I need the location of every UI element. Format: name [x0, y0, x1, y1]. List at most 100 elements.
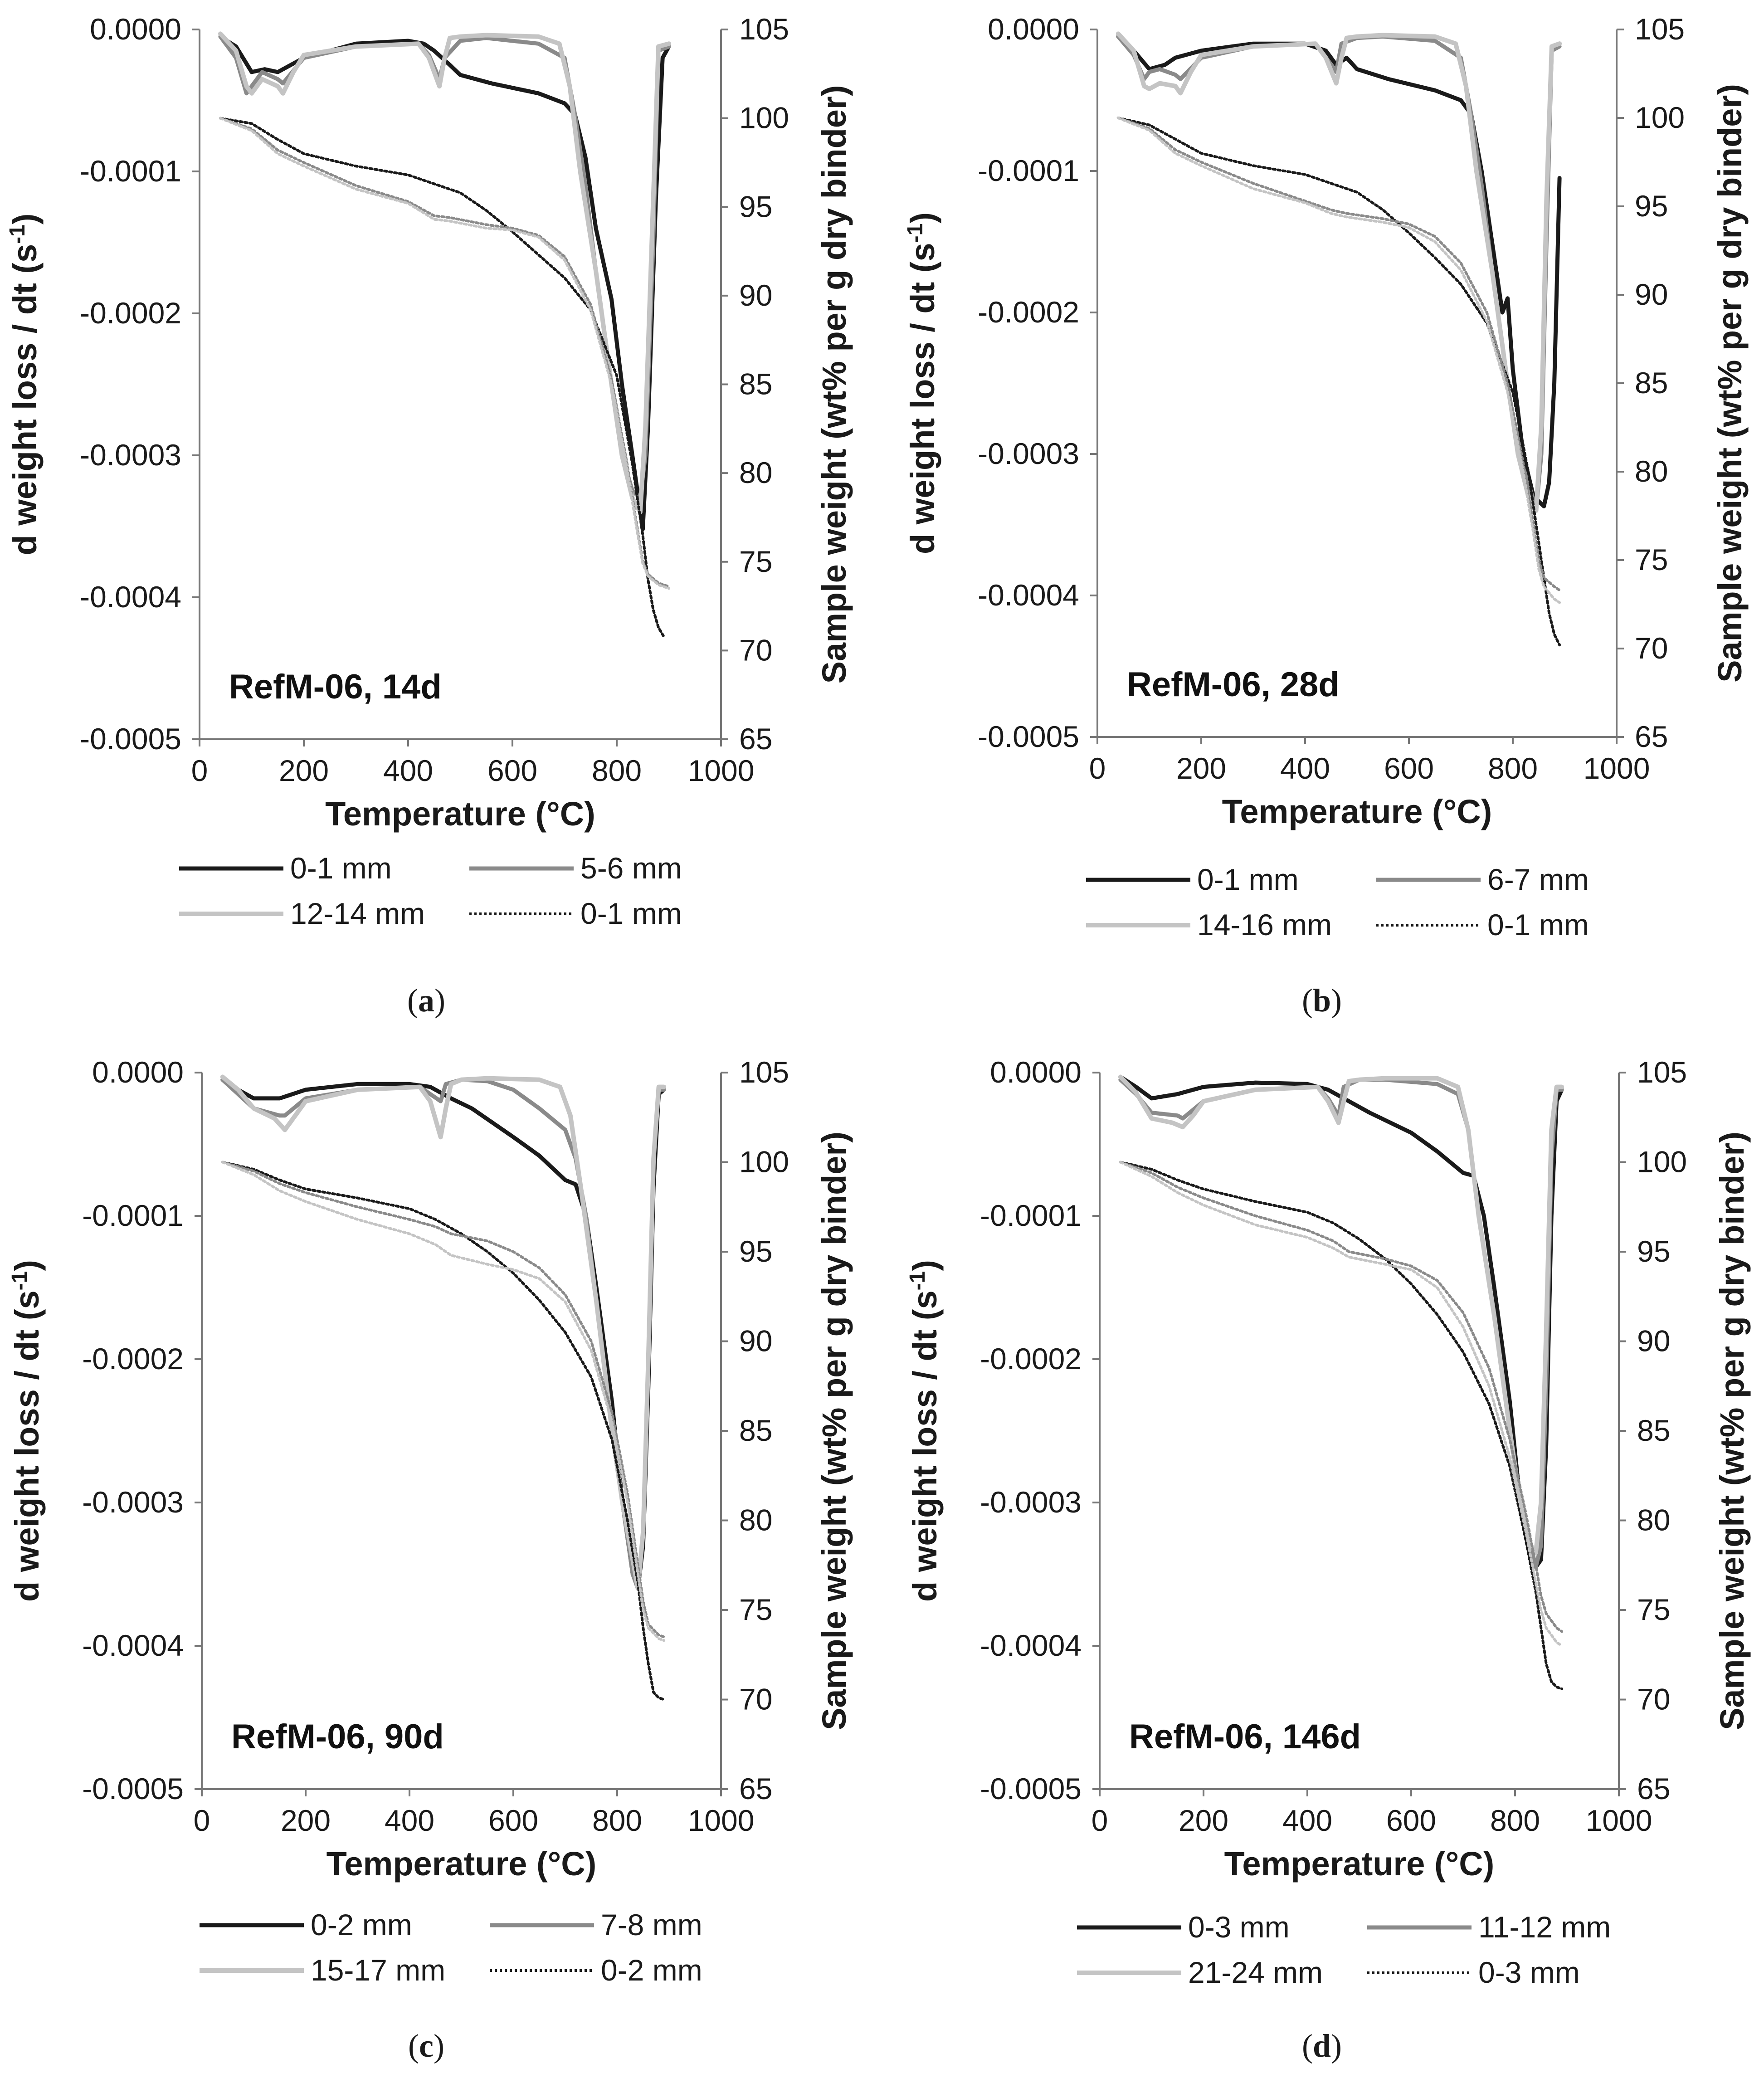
y-tick-label: 0.0000: [92, 1055, 184, 1089]
panels-group: 0 200 400 600 800 10000.0000-0.0001-0.0002-0.…: [5, 12, 1751, 2064]
x-tick-label: 800: [592, 754, 642, 787]
y2-tick-label: 70: [1637, 1683, 1670, 1716]
y2-tick-label: 100: [1637, 1145, 1687, 1179]
y2-tick-label: 65: [1637, 1772, 1670, 1805]
y2-tick-label: 70: [739, 633, 772, 667]
y-tick-label: -0.0004: [80, 580, 181, 614]
legend-label: 14-16 mm: [1197, 908, 1332, 941]
y2-tick-label: 95: [739, 1234, 772, 1268]
x-tick-label: 400: [385, 1804, 434, 1837]
y-tick-label: -0.0002: [978, 295, 1079, 329]
y2-tick-label: 105: [739, 1055, 789, 1089]
y-axis-title-end: ): [906, 1260, 944, 1271]
y-axis-title-main: d weight loss / dt (s: [906, 1290, 944, 1602]
y-tick-label: -0.0001: [82, 1199, 184, 1232]
legend-label: 7-8 mm: [601, 1908, 702, 1942]
x-tick-label: 200: [281, 1804, 331, 1837]
x-tick-label: 400: [1282, 1804, 1332, 1837]
y2-tick-label: 100: [739, 1145, 789, 1179]
x-tick-label: 800: [1490, 1804, 1540, 1837]
y2-tick-label: 90: [1635, 278, 1668, 311]
x-tick-label: 0: [191, 754, 208, 787]
legend-label: 5-6 mm: [580, 851, 682, 885]
y-tick-label: -0.0002: [80, 296, 181, 330]
y2-tick-label: 95: [1637, 1234, 1670, 1268]
series-line-3: [1119, 1161, 1564, 1690]
series-line-3: [221, 1161, 666, 1701]
y-axis-title-superscript: -1: [8, 1271, 32, 1291]
legend-label: 0-2 mm: [601, 1953, 702, 1987]
x-tick-label: 1000: [1586, 1804, 1652, 1837]
y2-tick-label: 90: [739, 278, 772, 312]
legend-label: 12-14 mm: [290, 897, 425, 930]
x-tick-label: 600: [1386, 1804, 1436, 1837]
panel-label-open: (: [1302, 2028, 1313, 2064]
panel-label-close: ): [1331, 2028, 1342, 2064]
y-tick-label: -0.0005: [980, 1772, 1082, 1805]
y-axis-title-main: d weight loss / dt (s: [8, 1290, 46, 1602]
y2-tick-label: 80: [739, 1503, 772, 1537]
x-tick-label: 200: [1179, 1804, 1228, 1837]
series-line-1: [1118, 1078, 1564, 1569]
y-tick-label: -0.0003: [980, 1485, 1082, 1519]
y-tick-label: 0.0000: [90, 12, 181, 46]
series-line-4: [1119, 1161, 1564, 1633]
chart-annotation: RefM-06, 146d: [1129, 1717, 1361, 1756]
y2-axis-title: Sample weight (wt% per g dry binder): [1711, 84, 1749, 683]
x-tick-label: 200: [279, 754, 329, 787]
y-tick-label: -0.0004: [980, 1629, 1082, 1662]
y-axis-title: d weight loss / dt (s-1): [8, 1260, 46, 1602]
series-line-5: [1116, 117, 1561, 604]
y-axis-title-superscript: -1: [5, 224, 29, 244]
y-tick-label: -0.0003: [978, 437, 1079, 470]
x-tick-label: 200: [1176, 751, 1226, 785]
legend-label: 0-3 mm: [1478, 1956, 1580, 1989]
panel-label: (a): [407, 982, 445, 1019]
y2-tick-label: 80: [1637, 1503, 1670, 1537]
y-axis-title-main: d weight loss / dt (s: [6, 244, 44, 556]
series-line-5: [221, 1161, 666, 1642]
y-axis-title-main: d weight loss / dt (s: [904, 243, 941, 554]
x-axis-title: Temperature (°C): [326, 1845, 597, 1883]
y-tick-label: -0.0001: [978, 154, 1079, 187]
chart-panel-a: 0 200 400 600 800 1000 0.0000 -0.0001 -0.0002 -0.…: [5, 12, 853, 1019]
y2-tick-label: 105: [1635, 12, 1685, 46]
y2-axis-title: Sample weight (wt% per g dry binder): [1713, 1132, 1751, 1730]
x-tick-label: 600: [1384, 751, 1434, 785]
series-line-3: [219, 117, 665, 638]
legend-label: 0-3 mm: [1188, 1910, 1290, 1944]
y-axis-title-end: ): [904, 212, 941, 224]
y2-tick-label: 80: [739, 456, 772, 489]
y2-tick-label: 65: [739, 722, 772, 756]
y-axis-title-superscript: -1: [903, 224, 927, 243]
chart-annotation: RefM-06, 28d: [1127, 665, 1340, 704]
y-tick-label: -0.0003: [80, 438, 181, 472]
y2-tick-label: 105: [1637, 1055, 1687, 1089]
y2-tick-label: 85: [739, 1414, 772, 1447]
legend-label: 0-1 mm: [580, 897, 682, 930]
y2-tick-label: 75: [1635, 543, 1668, 576]
y-tick-label: -0.0005: [80, 722, 181, 756]
y-tick-label: -0.0004: [978, 578, 1079, 612]
y2-tick-label: 105: [739, 12, 789, 46]
y2-tick-label: 85: [1635, 366, 1668, 400]
panel-label-close: ): [434, 2028, 444, 2064]
y-tick-label: -0.0005: [82, 1772, 184, 1805]
y-tick-label: 0.0000: [988, 12, 1079, 46]
y2-axis-title: Sample weight (wt% per g dry binder): [815, 1132, 853, 1730]
y2-tick-label: 90: [739, 1324, 772, 1358]
y2-tick-label: 100: [1635, 101, 1685, 134]
panel-label-open: (: [408, 2028, 419, 2064]
y-axis-title-end: ): [8, 1260, 46, 1271]
panel-label-close: ): [434, 982, 445, 1019]
y2-tick-label: 90: [1637, 1324, 1670, 1358]
y-tick-label: -0.0005: [978, 720, 1079, 753]
y2-tick-label: 65: [1635, 720, 1668, 753]
y-tick-label: -0.0003: [82, 1485, 184, 1519]
panel-label-letter: d: [1313, 2028, 1331, 2064]
x-tick-label: 0: [1092, 1804, 1108, 1837]
x-tick-label: 600: [488, 1804, 538, 1837]
panel-label-letter: a: [418, 982, 434, 1019]
